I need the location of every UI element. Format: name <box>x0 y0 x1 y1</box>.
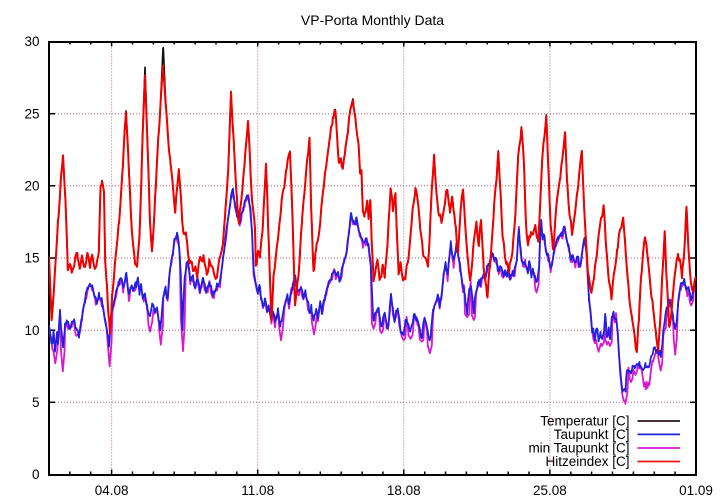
svg-text:30: 30 <box>24 34 39 49</box>
svg-text:VP-Porta Monthly Data: VP-Porta Monthly Data <box>301 12 444 28</box>
svg-text:25.08: 25.08 <box>533 483 567 498</box>
svg-text:04.08: 04.08 <box>95 483 129 498</box>
svg-text:25: 25 <box>24 106 39 121</box>
svg-text:01.09: 01.09 <box>679 483 713 498</box>
svg-text:Taupunkt [C]: Taupunkt [C] <box>554 427 630 442</box>
svg-text:11.08: 11.08 <box>241 483 274 498</box>
svg-text:5: 5 <box>32 395 40 410</box>
svg-text:18.08: 18.08 <box>387 483 421 498</box>
svg-text:Temperatur [C]: Temperatur [C] <box>540 414 629 429</box>
svg-text:min Taupunkt [C]: min Taupunkt [C] <box>528 441 629 456</box>
svg-text:20: 20 <box>24 179 39 194</box>
svg-text:15: 15 <box>24 251 39 266</box>
svg-text:0: 0 <box>32 467 40 482</box>
svg-text:10: 10 <box>24 323 39 338</box>
svg-text:Hitzeindex [C]: Hitzeindex [C] <box>545 454 629 469</box>
